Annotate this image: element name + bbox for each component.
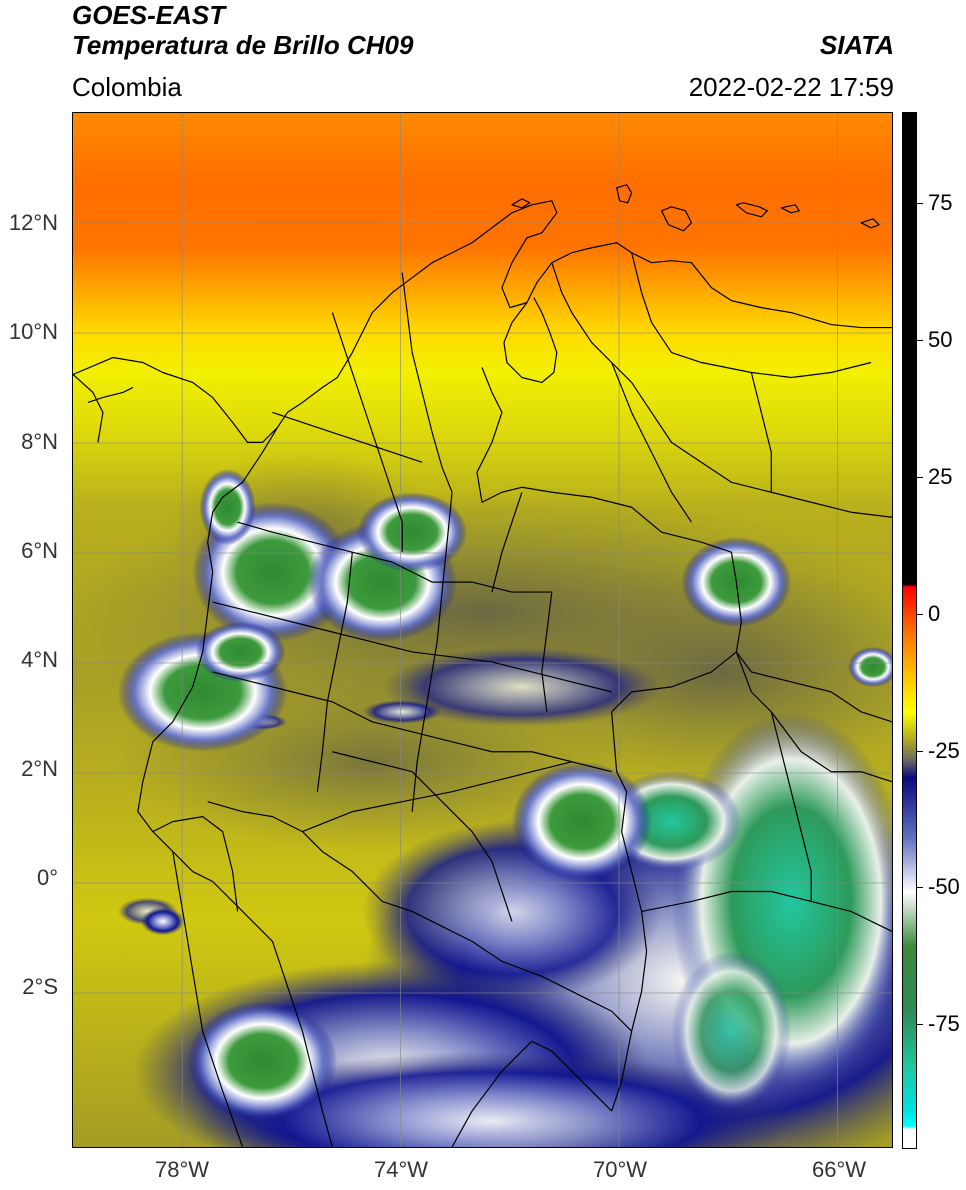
colorbar-tick-50 — [917, 340, 923, 341]
timestamp-label: 2022-02-22 17:59 — [688, 72, 894, 102]
lat-label-12n: 12°N — [8, 210, 58, 235]
colorbar-tick-75 — [917, 203, 923, 204]
coldest-cloud-tops — [601, 711, 892, 1112]
lat-label-4n: 4°N — [21, 647, 58, 672]
lat-label-0: 0° — [36, 865, 58, 890]
colorbar-label-minus25: -25 — [928, 738, 960, 763]
region-label: Colombia — [72, 72, 182, 102]
lat-label-2n: 2°N — [21, 756, 58, 781]
lon-label-78w: 78°W — [154, 1157, 210, 1182]
agency-label: SIATA — [819, 30, 894, 60]
temperature-colorbar — [902, 112, 917, 1149]
colorbar-label-25: 25 — [928, 464, 953, 489]
colorbar-label-50: 50 — [928, 327, 953, 352]
colorbar-tick-minus75 — [917, 1024, 923, 1025]
colorbar-tick-minus50 — [917, 887, 923, 888]
lat-label-6n: 6°N — [21, 538, 58, 563]
colorbar-tick-0 — [917, 614, 923, 615]
lat-label-10n: 10°N — [8, 319, 58, 344]
colorbar-label-minus75: -75 — [928, 1011, 960, 1036]
lat-label-2s: 2°S — [22, 974, 58, 999]
brightness-temperature-map — [73, 113, 892, 1147]
lat-label-8n: 8°N — [21, 429, 58, 454]
colorbar-tick-25 — [917, 477, 923, 478]
colorbar-label-75: 75 — [928, 190, 953, 215]
colorbar-label-minus50: -50 — [928, 874, 960, 899]
lon-label-66w: 66°W — [811, 1157, 867, 1182]
lon-label-74w: 74°W — [373, 1157, 429, 1182]
title-block: GOES-EAST Temperatura de Brillo CH09 Col… — [72, 0, 413, 102]
colorbar-tick-minus25 — [917, 751, 923, 752]
map-panel[interactable] — [72, 112, 893, 1148]
satellite-title: GOES-EAST — [72, 0, 226, 30]
lon-label-70w: 70°W — [592, 1157, 648, 1182]
colorbar-label-0: 0 — [928, 601, 941, 626]
coastlines-and-borders — [73, 184, 892, 1147]
product-title: Temperatura de Brillo CH09 — [72, 30, 414, 60]
